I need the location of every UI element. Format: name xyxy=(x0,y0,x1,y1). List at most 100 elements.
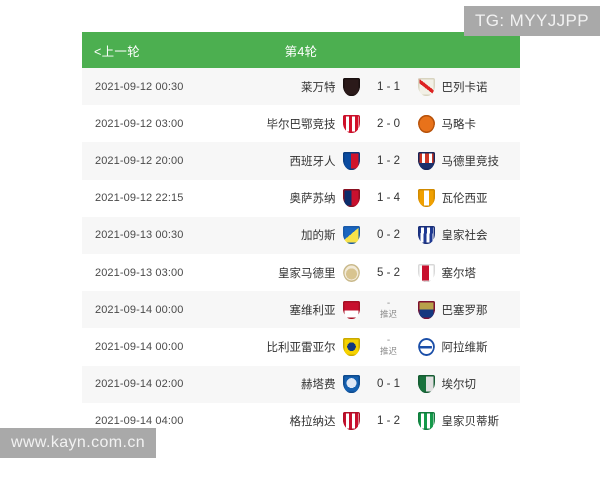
table-row[interactable]: 2021-09-14 00:00 塞维利亚 - 推迟 巴塞罗那 xyxy=(82,291,521,329)
kickoff-time: 2021-09-14 04:00 xyxy=(95,415,184,428)
away-team-name: 皇家社会 xyxy=(441,230,488,243)
match-score: 1 - 2 xyxy=(376,415,400,428)
real-sociedad-crest xyxy=(417,226,435,245)
home-team[interactable]: 西班牙人 xyxy=(257,151,360,170)
away-team-name: 塞尔塔 xyxy=(441,267,477,280)
mallorca-crest xyxy=(417,114,435,133)
home-team[interactable]: 加的斯 xyxy=(257,226,360,245)
real-madrid-crest xyxy=(342,263,360,282)
home-team-name: 毕尔巴鄂竞技 xyxy=(266,118,336,131)
table-row[interactable]: 2021-09-12 03:00 毕尔巴鄂竞技 2 - 0 马略卡 xyxy=(82,105,521,143)
table-row[interactable]: 2021-09-13 00:30 加的斯 0 - 2 皇家社会 xyxy=(82,216,521,254)
away-team[interactable]: 巴列卡诺 xyxy=(417,77,521,96)
home-team-name: 皇家马德里 xyxy=(278,267,336,280)
kickoff-time: 2021-09-12 00:30 xyxy=(95,80,184,93)
watermark-site: www.kayn.com.cn xyxy=(0,428,157,458)
kickoff-time: 2021-09-12 20:00 xyxy=(95,154,184,167)
match-score: - 推迟 xyxy=(360,336,418,357)
elche-crest xyxy=(417,375,435,394)
home-team-name: 格拉纳达 xyxy=(289,416,336,429)
celta-vigo-crest xyxy=(417,263,435,282)
home-team[interactable]: 格拉纳达 xyxy=(257,412,360,431)
away-team[interactable]: 巴塞罗那 xyxy=(417,300,521,319)
match-score: 0 - 2 xyxy=(376,229,400,242)
home-team-name: 奥萨苏纳 xyxy=(289,193,336,206)
fixtures-panel: <上一轮 第4轮 2021-09-12 00:30 莱万特 1 - 1 巴列卡诺 202… xyxy=(82,32,520,440)
barcelona-crest xyxy=(417,300,435,319)
valencia-crest xyxy=(417,189,435,208)
match-score: 1 - 4 xyxy=(376,192,400,205)
postponed-label: 推迟 xyxy=(379,346,397,357)
kickoff-time: 2021-09-14 00:00 xyxy=(95,340,184,353)
match-score: 5 - 2 xyxy=(376,266,400,279)
levante-crest xyxy=(342,77,360,96)
home-team-name: 加的斯 xyxy=(301,230,336,243)
home-team-name: 赫塔费 xyxy=(301,379,336,392)
away-team-name: 阿拉维斯 xyxy=(441,341,488,354)
table-row[interactable]: 2021-09-14 00:00 比利亚雷亚尔 - 推迟 阿拉维斯 xyxy=(82,328,521,366)
real-betis-crest xyxy=(417,412,435,431)
alaves-crest xyxy=(417,337,435,356)
atletico-madrid-crest xyxy=(417,151,435,170)
osasuna-crest xyxy=(342,189,360,208)
away-team[interactable]: 皇家贝蒂斯 xyxy=(417,412,521,431)
table-row[interactable]: 2021-09-13 03:00 皇家马德里 5 - 2 塞尔塔 xyxy=(82,253,521,292)
away-team[interactable]: 马德里竞技 xyxy=(417,151,521,170)
page-title: 第4轮 xyxy=(284,44,318,59)
away-team[interactable]: 瓦伦西亚 xyxy=(417,189,521,208)
home-team[interactable]: 莱万特 xyxy=(257,77,360,96)
cadiz-crest xyxy=(342,226,360,245)
sevilla-crest xyxy=(342,300,360,319)
fixtures-list: 2021-09-12 00:30 莱万特 1 - 1 巴列卡诺 2021-09-12 0… xyxy=(82,68,520,440)
kickoff-time: 2021-09-14 00:00 xyxy=(95,303,184,316)
table-row[interactable]: 2021-09-12 00:30 莱万特 1 - 1 巴列卡诺 xyxy=(82,68,521,106)
postponed-label: 推迟 xyxy=(379,309,397,320)
away-team-name: 巴塞罗那 xyxy=(441,304,488,317)
match-score: - 推迟 xyxy=(360,299,418,320)
home-team-name: 莱万特 xyxy=(301,81,336,94)
espanyol-crest xyxy=(342,151,360,170)
rayo-vallecano-crest xyxy=(417,77,435,96)
home-team[interactable]: 赫塔费 xyxy=(257,375,360,394)
round-header: <上一轮 第4轮 xyxy=(82,32,520,68)
home-team-name: 比利亚雷亚尔 xyxy=(266,341,336,354)
getafe-crest xyxy=(342,375,360,394)
athletic-bilbao-crest xyxy=(342,114,360,133)
prev-round-button[interactable]: <上一轮 xyxy=(94,44,140,59)
home-team[interactable]: 比利亚雷亚尔 xyxy=(257,337,360,356)
home-team[interactable]: 塞维利亚 xyxy=(257,300,360,319)
table-row[interactable]: 2021-09-12 22:15 奥萨苏纳 1 - 4 瓦伦西亚 xyxy=(82,179,521,217)
granada-crest xyxy=(342,412,360,431)
away-team-name: 皇家贝蒂斯 xyxy=(441,416,500,429)
kickoff-time: 2021-09-13 03:00 xyxy=(95,266,184,279)
match-score: 1 - 1 xyxy=(376,80,400,93)
home-team-name: 西班牙人 xyxy=(289,155,336,168)
home-team-name: 塞维利亚 xyxy=(289,304,336,317)
away-team[interactable]: 埃尔切 xyxy=(417,375,521,394)
postponed-dash: - xyxy=(386,298,391,310)
match-score: 0 - 1 xyxy=(376,378,400,391)
kickoff-time: 2021-09-12 22:15 xyxy=(95,192,184,205)
away-team[interactable]: 皇家社会 xyxy=(417,226,521,245)
match-score: 1 - 2 xyxy=(376,154,400,167)
kickoff-time: 2021-09-13 00:30 xyxy=(95,229,184,242)
home-team[interactable]: 奥萨苏纳 xyxy=(257,189,360,208)
home-team[interactable]: 毕尔巴鄂竞技 xyxy=(257,114,360,133)
away-team-name: 巴列卡诺 xyxy=(441,81,488,94)
kickoff-time: 2021-09-12 03:00 xyxy=(95,117,184,130)
home-team[interactable]: 皇家马德里 xyxy=(257,263,360,282)
table-row[interactable]: 2021-09-14 02:00 赫塔费 0 - 1 埃尔切 xyxy=(82,365,521,403)
away-team-name: 埃尔切 xyxy=(441,379,477,392)
away-team[interactable]: 阿拉维斯 xyxy=(417,337,521,356)
kickoff-time: 2021-09-14 02:00 xyxy=(95,378,184,391)
away-team-name: 瓦伦西亚 xyxy=(441,193,488,206)
away-team[interactable]: 塞尔塔 xyxy=(417,263,521,282)
away-team[interactable]: 马略卡 xyxy=(417,114,521,133)
villarreal-crest xyxy=(342,337,360,356)
match-score: 2 - 0 xyxy=(376,117,400,130)
away-team-name: 马德里竞技 xyxy=(441,155,500,168)
watermark-telegram: TG: MYYJJPP xyxy=(464,6,600,36)
table-row[interactable]: 2021-09-12 20:00 西班牙人 1 - 2 马德里竞技 xyxy=(82,142,521,180)
away-team-name: 马略卡 xyxy=(441,118,477,131)
